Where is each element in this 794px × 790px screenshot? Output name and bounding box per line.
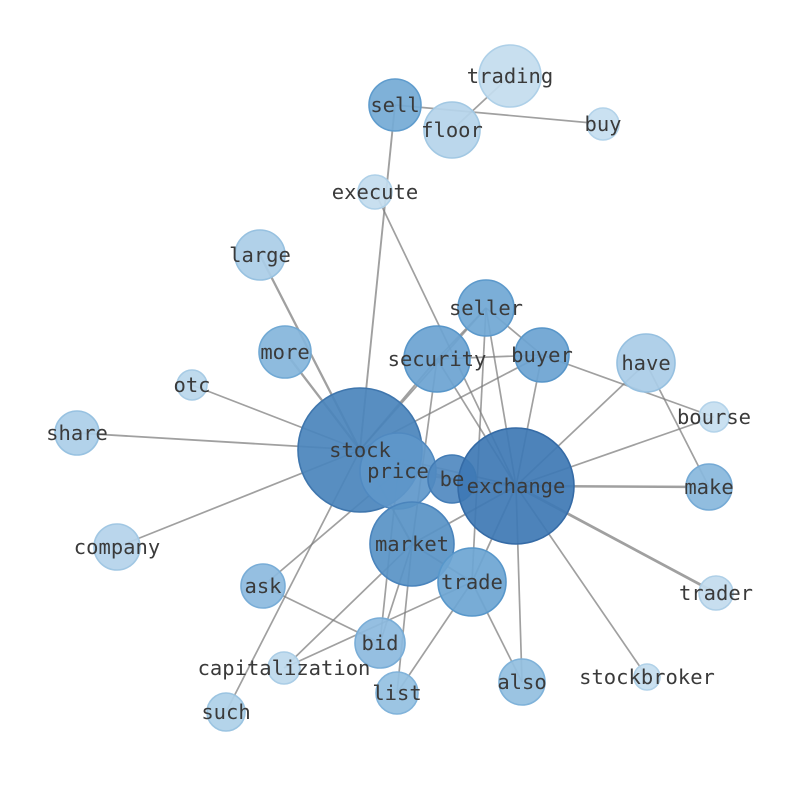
graph-node-stockbroker (633, 663, 661, 691)
graph-node-label-buy: buy (584, 112, 621, 136)
graph-node-label-have: have (621, 351, 670, 375)
graph-node-seller (457, 279, 515, 337)
graph-node-label-bourse: bourse (677, 405, 751, 429)
graph-node-company (93, 523, 141, 571)
graph-node-buyer (514, 327, 570, 383)
graph-node-bid (354, 617, 406, 669)
graph-nodes (54, 44, 734, 732)
graph-node-buy (586, 107, 620, 141)
graph-node-label-large: large (229, 243, 291, 267)
graph-node-market (369, 501, 455, 587)
graph-node-label-trading: trading (467, 64, 553, 88)
graph-node-label-share: share (46, 421, 108, 445)
graph-node-label-ask: ask (244, 574, 282, 598)
graph-node-capitalization (267, 651, 301, 685)
graph-node-trading (478, 44, 542, 108)
graph-node-label-buyer: buyer (511, 343, 573, 367)
graph-node-exchange (457, 427, 575, 545)
graph-node-more (258, 325, 312, 379)
graph-node-also (498, 658, 546, 706)
graph-node-label-seller: seller (449, 296, 523, 320)
graph-node-large (234, 229, 286, 281)
graph-node-sell (368, 78, 422, 132)
graph-node-label-list: list (372, 681, 421, 705)
graph-node-label-market: market (375, 532, 449, 556)
graph-node-label-be: be (440, 467, 465, 491)
graph-node-label-more: more (260, 340, 309, 364)
graph-node-label-otc: otc (173, 373, 210, 397)
graph-node-have (616, 333, 676, 393)
graph-node-trader (698, 575, 734, 611)
graph-node-list (375, 671, 419, 715)
graph-node-label-make: make (684, 475, 733, 499)
graph-node-label-capitalization: capitalization (198, 656, 371, 680)
graph-edge-sell-buy (394, 104, 604, 125)
graph-node-label-exchange: exchange (467, 474, 566, 498)
graph-node-security (403, 325, 471, 393)
graph-node-label-stock: stock (329, 438, 391, 462)
graph-node-label-trade: trade (441, 570, 503, 594)
graph-node-label-such: such (201, 700, 250, 724)
graph-node-label-floor: floor (421, 118, 483, 142)
graph-node-otc (176, 369, 208, 401)
graph-node-such (206, 692, 246, 732)
graph-node-label-sell: sell (370, 93, 419, 117)
graph-node-label-price: price (367, 459, 429, 483)
graph-node-execute (357, 174, 393, 210)
graph-node-trade (437, 547, 507, 617)
graph-node-floor (423, 101, 481, 159)
graph-node-label-stockbroker: stockbroker (579, 665, 715, 689)
graph-node-label-trader: trader (679, 581, 753, 605)
graph-node-label-company: company (74, 535, 160, 559)
graph-node-share (54, 410, 100, 456)
graph-node-bourse (698, 401, 730, 433)
graph-node-make (685, 463, 733, 511)
graph-node-label-bid: bid (361, 631, 398, 655)
graph-node-label-also: also (497, 670, 546, 694)
graph-node-label-execute: execute (332, 180, 418, 204)
graph-node-ask (240, 563, 286, 609)
graph-node-label-security: security (388, 347, 487, 371)
